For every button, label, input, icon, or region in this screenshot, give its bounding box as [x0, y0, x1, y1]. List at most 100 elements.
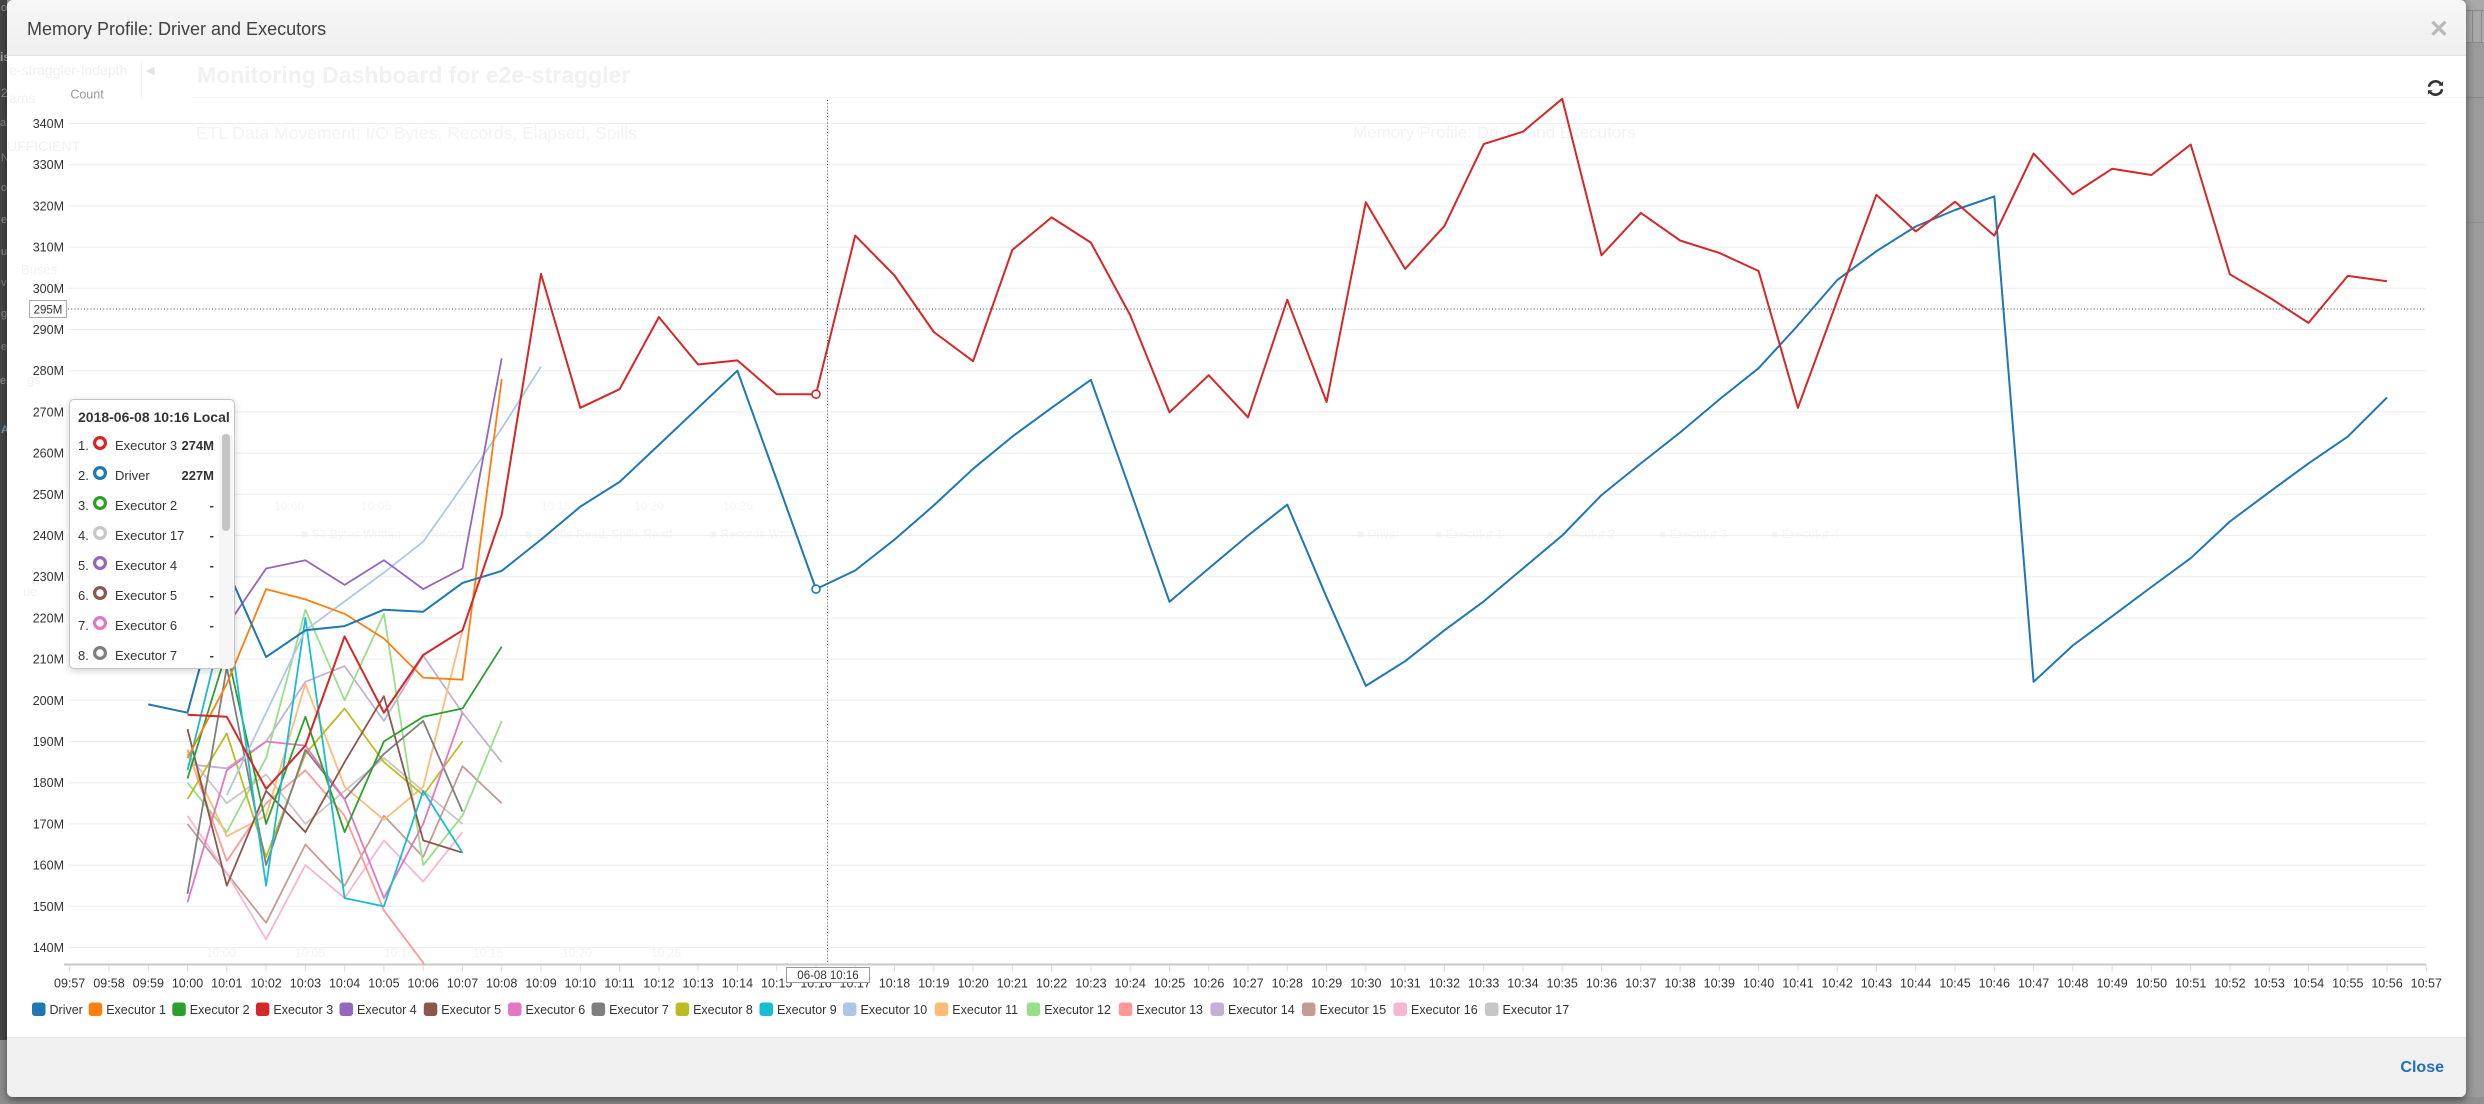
svg-text:10:55: 10:55 [2332, 977, 2363, 991]
svg-text:320M: 320M [33, 199, 64, 213]
svg-text:Executor 4: Executor 4 [357, 1003, 417, 1017]
svg-text:180M: 180M [33, 776, 64, 790]
svg-text:10:00: 10:00 [172, 977, 203, 991]
svg-text:10:52: 10:52 [2214, 977, 2245, 991]
svg-text:250M: 250M [33, 488, 64, 502]
svg-text:300M: 300M [33, 282, 64, 296]
svg-text:Executor 9: Executor 9 [777, 1003, 837, 1017]
svg-text:10:40: 10:40 [1743, 977, 1774, 991]
svg-text:150M: 150M [33, 900, 64, 914]
svg-text:10:06: 10:06 [408, 977, 439, 991]
svg-text:Executor 10: Executor 10 [861, 1003, 928, 1017]
svg-text:10:30: 10:30 [1350, 977, 1381, 991]
svg-text:10:33: 10:33 [1468, 977, 1499, 991]
svg-text:10:49: 10:49 [2096, 977, 2127, 991]
svg-text:10:10: 10:10 [565, 977, 596, 991]
svg-text:290M: 290M [33, 323, 64, 337]
svg-text:310M: 310M [33, 241, 64, 255]
svg-text:220M: 220M [33, 611, 64, 625]
svg-text:10:05: 10:05 [368, 977, 399, 991]
svg-text:230M: 230M [33, 570, 64, 584]
svg-text:10:11: 10:11 [604, 977, 634, 991]
svg-text:240M: 240M [33, 529, 64, 543]
svg-text:10:23: 10:23 [1075, 977, 1106, 991]
svg-text:10:04: 10:04 [329, 977, 360, 991]
svg-text:Executor 8: Executor 8 [693, 1003, 753, 1017]
svg-text:Executor 12: Executor 12 [1044, 1003, 1111, 1017]
svg-text:10:43: 10:43 [1861, 977, 1892, 991]
svg-text:Executor 16: Executor 16 [1411, 1003, 1478, 1017]
svg-text:280M: 280M [33, 364, 64, 378]
svg-text:10:51: 10:51 [2175, 977, 2206, 991]
svg-text:10:21: 10:21 [997, 977, 1028, 991]
svg-text:Executor 3: Executor 3 [273, 1003, 333, 1017]
svg-text:10:38: 10:38 [1664, 977, 1695, 991]
svg-text:Executor 17: Executor 17 [1503, 1003, 1570, 1017]
svg-text:Executor 14: Executor 14 [1228, 1003, 1295, 1017]
svg-text:340M: 340M [33, 117, 64, 131]
svg-text:10:48: 10:48 [2057, 977, 2088, 991]
svg-text:10:28: 10:28 [1272, 977, 1303, 991]
svg-text:10:20: 10:20 [957, 977, 988, 991]
svg-text:170M: 170M [33, 817, 64, 831]
svg-text:10:19: 10:19 [918, 977, 949, 991]
svg-text:10:37: 10:37 [1625, 977, 1656, 991]
svg-text:10:45: 10:45 [1939, 977, 1970, 991]
svg-text:09:57: 09:57 [54, 977, 85, 991]
svg-text:Count: Count [70, 88, 104, 102]
svg-text:10:24: 10:24 [1115, 977, 1146, 991]
svg-text:10:26: 10:26 [1193, 977, 1224, 991]
svg-text:10:18: 10:18 [879, 977, 910, 991]
svg-text:10:27: 10:27 [1232, 977, 1263, 991]
svg-text:330M: 330M [33, 158, 64, 172]
svg-text:10:29: 10:29 [1311, 977, 1342, 991]
svg-text:10:12: 10:12 [643, 977, 674, 991]
svg-text:10:56: 10:56 [2371, 977, 2402, 991]
svg-text:Executor 7: Executor 7 [609, 1003, 669, 1017]
svg-text:06-08 10:16: 06-08 10:16 [797, 970, 858, 982]
svg-text:10:47: 10:47 [2018, 977, 2049, 991]
svg-text:10:15: 10:15 [761, 977, 792, 991]
svg-text:200M: 200M [33, 694, 64, 708]
svg-text:Executor 15: Executor 15 [1320, 1003, 1387, 1017]
svg-text:Driver: Driver [50, 1003, 83, 1017]
svg-text:Executor 6: Executor 6 [526, 1003, 586, 1017]
svg-text:10:14: 10:14 [722, 977, 753, 991]
svg-text:Executor 13: Executor 13 [1136, 1003, 1203, 1017]
svg-text:10:34: 10:34 [1507, 977, 1538, 991]
svg-text:10:46: 10:46 [1979, 977, 2010, 991]
svg-text:10:53: 10:53 [2254, 977, 2285, 991]
svg-text:210M: 210M [33, 653, 64, 667]
svg-text:295M: 295M [34, 305, 63, 317]
svg-text:Executor 2: Executor 2 [190, 1003, 250, 1017]
svg-text:10:39: 10:39 [1704, 977, 1735, 991]
svg-text:270M: 270M [33, 405, 64, 419]
svg-text:10:31: 10:31 [1389, 977, 1420, 991]
svg-text:Executor 5: Executor 5 [441, 1003, 501, 1017]
svg-text:10:54: 10:54 [2293, 977, 2324, 991]
svg-text:10:25: 10:25 [1154, 977, 1185, 991]
svg-text:Executor 11: Executor 11 [952, 1003, 1018, 1017]
svg-text:10:01: 10:01 [211, 977, 242, 991]
svg-text:10:35: 10:35 [1547, 977, 1578, 991]
svg-text:190M: 190M [33, 735, 64, 749]
svg-text:10:57: 10:57 [2411, 977, 2442, 991]
svg-text:10:32: 10:32 [1429, 977, 1460, 991]
svg-text:10:03: 10:03 [290, 977, 321, 991]
svg-text:Executor 1: Executor 1 [106, 1003, 166, 1017]
svg-text:10:07: 10:07 [447, 977, 478, 991]
svg-text:09:58: 09:58 [93, 977, 124, 991]
svg-text:10:44: 10:44 [1900, 977, 1931, 991]
svg-text:10:50: 10:50 [2136, 977, 2167, 991]
svg-text:10:41: 10:41 [1782, 977, 1813, 991]
svg-text:10:13: 10:13 [682, 977, 713, 991]
svg-text:10:08: 10:08 [486, 977, 517, 991]
svg-text:10:02: 10:02 [250, 977, 281, 991]
svg-text:10:42: 10:42 [1822, 977, 1853, 991]
svg-text:10:09: 10:09 [525, 977, 556, 991]
svg-text:09:59: 09:59 [133, 977, 164, 991]
svg-text:10:36: 10:36 [1586, 977, 1617, 991]
svg-text:160M: 160M [33, 859, 64, 873]
svg-text:260M: 260M [33, 447, 64, 461]
svg-text:140M: 140M [33, 941, 64, 955]
